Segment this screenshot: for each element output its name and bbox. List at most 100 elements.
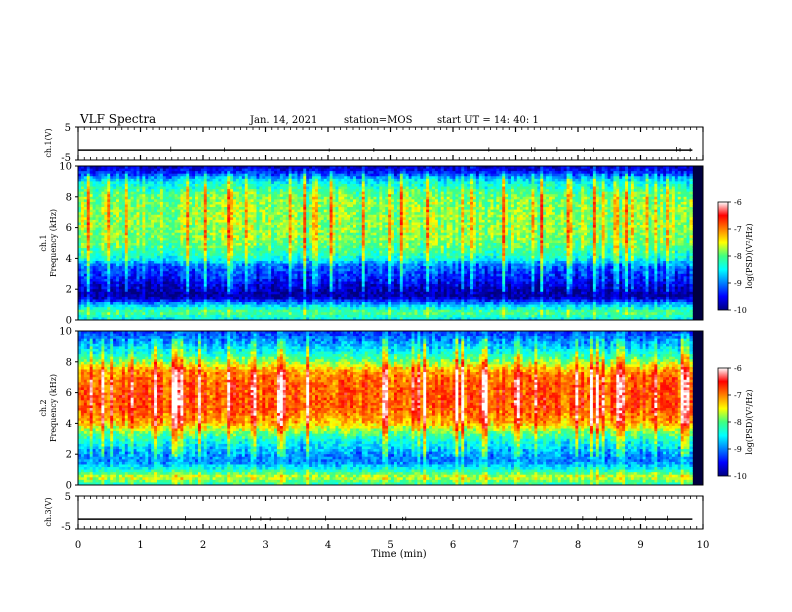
spectrogram-cell bbox=[256, 186, 260, 190]
spectrogram-cell bbox=[320, 196, 325, 200]
spectrogram-cell bbox=[677, 173, 682, 177]
spectrogram-cell bbox=[411, 199, 415, 203]
spectrogram-cell bbox=[180, 189, 184, 193]
spectrogram-cell bbox=[145, 178, 149, 182]
spectrogram-cell bbox=[306, 207, 310, 211]
spectrogram-cell bbox=[598, 171, 603, 175]
spectrogram-cell bbox=[361, 181, 366, 185]
spectrogram-cell bbox=[651, 217, 655, 221]
spectrogram-cell bbox=[572, 191, 576, 195]
spectrogram-cell bbox=[227, 199, 231, 203]
spectrogram-cell bbox=[101, 191, 105, 195]
spectrogram-cell bbox=[622, 214, 626, 218]
spectrogram-cell bbox=[350, 212, 354, 216]
spectrogram-cell bbox=[230, 222, 234, 226]
spectrogram-cell bbox=[95, 217, 99, 221]
spectrogram-cell bbox=[452, 171, 456, 175]
spectrogram-cell bbox=[595, 219, 600, 223]
spectrogram-cell bbox=[399, 176, 404, 180]
spectrogram-cell bbox=[98, 166, 102, 169]
spectrogram-cell bbox=[186, 189, 190, 193]
spectrogram-cell bbox=[484, 189, 488, 193]
spectrogram-cell bbox=[458, 168, 462, 172]
spectrogram-cell bbox=[686, 183, 690, 187]
spectrogram-cell bbox=[101, 222, 105, 226]
spectrogram-cell bbox=[505, 166, 509, 169]
spectrogram-cell bbox=[537, 199, 541, 203]
spectrogram-cell bbox=[104, 199, 108, 203]
spectrogram-cell bbox=[344, 217, 348, 221]
spectrogram-cell bbox=[206, 201, 211, 205]
spectrogram-cell bbox=[279, 199, 284, 203]
spectrogram-cell bbox=[508, 217, 512, 221]
spectrogram-cell bbox=[154, 217, 158, 221]
spectrogram-cell bbox=[461, 173, 465, 177]
spectrogram-cell bbox=[487, 196, 491, 200]
spectrogram-cell bbox=[86, 217, 91, 221]
spectrogram-cell bbox=[440, 181, 445, 185]
spectrogram-cell bbox=[174, 217, 178, 221]
spectrogram-cell bbox=[686, 168, 690, 172]
spectrogram-cell bbox=[429, 209, 433, 213]
spectrogram-cell bbox=[364, 189, 369, 193]
spectrogram-cell bbox=[426, 199, 430, 203]
spectrogram-cell bbox=[490, 222, 494, 226]
spectrogram-cell bbox=[200, 214, 205, 218]
spectrogram-cell bbox=[493, 171, 497, 175]
spectrogram-cell bbox=[133, 171, 137, 175]
spectrogram-cell bbox=[554, 166, 559, 169]
spectrogram-cell bbox=[221, 222, 225, 226]
spectrogram-cell bbox=[546, 201, 550, 205]
spectrogram-cell bbox=[625, 178, 629, 182]
spectrogram-cell bbox=[393, 189, 398, 193]
spectrogram-cell bbox=[391, 207, 395, 211]
spectrogram-cell bbox=[575, 209, 579, 213]
spectrogram-cell bbox=[355, 209, 360, 213]
spectrogram-cell bbox=[493, 186, 497, 190]
spectrogram-cell bbox=[382, 171, 386, 175]
spectrogram-cell bbox=[452, 199, 456, 203]
spectrogram-cell bbox=[478, 168, 483, 172]
spectrogram-cell bbox=[197, 191, 202, 195]
spectrogram-cell bbox=[136, 168, 140, 172]
spectrogram-cell bbox=[651, 171, 655, 175]
spectrogram-cell bbox=[616, 181, 620, 185]
spectrogram-cell bbox=[671, 176, 676, 180]
spectrogram-cell bbox=[569, 204, 573, 208]
spectrogram-cell bbox=[168, 204, 173, 208]
spectrogram-cell bbox=[513, 181, 518, 185]
spectrogram-cell bbox=[183, 199, 187, 203]
spectrogram-cell bbox=[648, 199, 652, 203]
spectrogram-cell bbox=[265, 199, 269, 203]
spectrogram-cell bbox=[180, 176, 184, 180]
spectrogram-cell bbox=[101, 176, 105, 180]
spectrogram-cell bbox=[224, 178, 228, 182]
spectrogram-cell bbox=[464, 176, 468, 180]
spectrogram-cell bbox=[633, 183, 638, 187]
spectrogram-cell bbox=[89, 207, 94, 211]
spectrogram-cell bbox=[601, 186, 606, 190]
spectrogram-cell bbox=[171, 209, 175, 213]
spectrogram-cell bbox=[101, 196, 105, 200]
spectrogram-cell bbox=[680, 178, 684, 182]
spectrogram-cell bbox=[306, 196, 310, 200]
spectrogram-cell bbox=[159, 214, 164, 218]
spectrogram-cell bbox=[250, 166, 254, 169]
spectrogram-cell bbox=[443, 171, 448, 175]
spectrogram-cell bbox=[537, 183, 541, 187]
spectrogram-cell bbox=[554, 217, 559, 221]
spectrogram-cell bbox=[326, 201, 331, 205]
spectrogram-cell bbox=[601, 189, 606, 193]
spectrogram-cell bbox=[549, 214, 553, 218]
spectrogram-cell bbox=[587, 212, 591, 216]
spectrogram-cell bbox=[361, 207, 366, 211]
spectrogram-cell bbox=[370, 212, 374, 216]
spectrogram-cell bbox=[294, 196, 298, 200]
spectrogram-cell bbox=[668, 166, 673, 169]
spectrogram-cell bbox=[639, 217, 644, 221]
spectrogram-cell bbox=[95, 219, 99, 223]
spectrogram-cell bbox=[449, 173, 453, 177]
spectrogram-cell bbox=[440, 168, 445, 172]
spectrogram-cell bbox=[78, 171, 82, 175]
spectrogram-cell bbox=[367, 217, 371, 221]
